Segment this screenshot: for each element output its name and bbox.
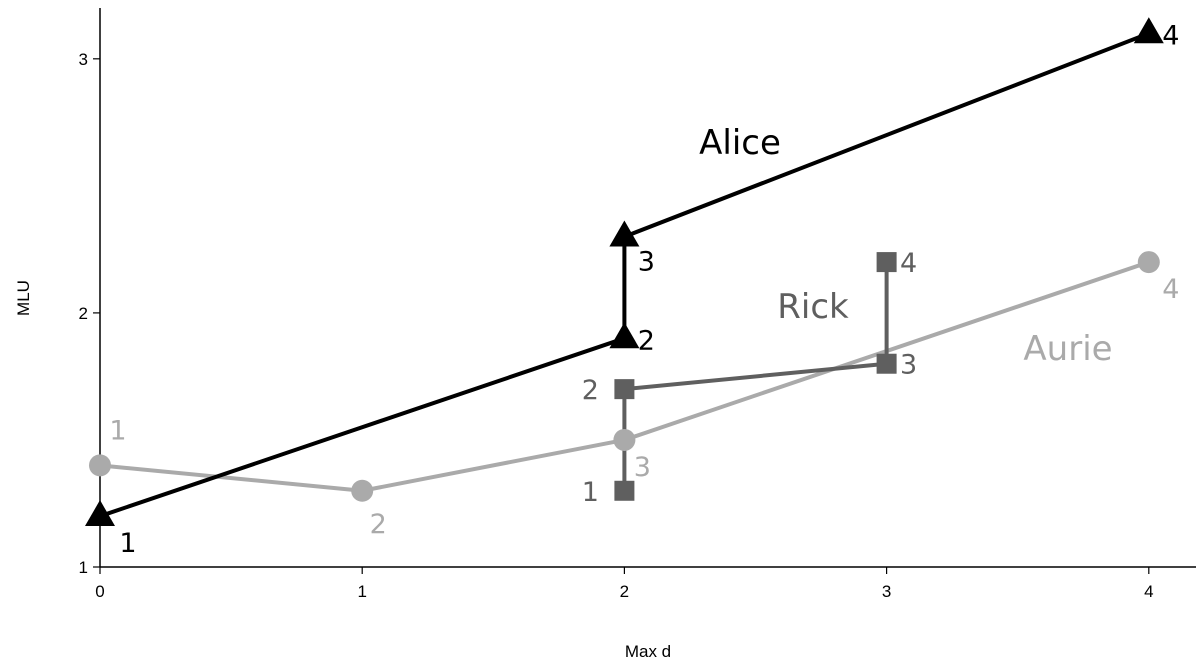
series-names: Aurie Rick Alice bbox=[699, 123, 1112, 369]
y-axis-title: MLU bbox=[14, 280, 33, 316]
marker-alice-3 bbox=[609, 220, 640, 247]
series-name-alice: Alice bbox=[699, 123, 781, 163]
x-tick-label: 0 bbox=[95, 582, 104, 601]
y-tick-label: 3 bbox=[79, 50, 88, 69]
x-axis-title: Max d bbox=[625, 642, 671, 661]
series-line-alice bbox=[98, 31, 1151, 519]
marker-alice-4 bbox=[1133, 17, 1164, 44]
y-ticks: 1 2 3 bbox=[79, 50, 100, 577]
point-label-alice-4: 4 bbox=[1162, 20, 1179, 51]
marker-aurie-2 bbox=[351, 479, 374, 502]
series-markers bbox=[85, 17, 1164, 527]
x-ticks: 0 1 2 3 4 bbox=[95, 567, 1154, 601]
point-label-rick-2: 2 bbox=[582, 375, 599, 406]
point-labels: 1 2 3 4 1 2 3 4 1 2 3 4 bbox=[109, 20, 1179, 559]
x-tick-label: 3 bbox=[882, 582, 891, 601]
point-label-rick-1: 1 bbox=[582, 477, 599, 508]
series-name-rick: Rick bbox=[777, 287, 849, 327]
marker-rick-3 bbox=[876, 353, 897, 374]
x-tick-label: 1 bbox=[357, 582, 366, 601]
x-tick-label: 4 bbox=[1144, 582, 1153, 601]
marker-rick-2 bbox=[614, 379, 635, 400]
y-tick-label: 1 bbox=[79, 558, 88, 577]
series-name-aurie: Aurie bbox=[1023, 329, 1112, 369]
point-label-rick-3: 3 bbox=[900, 350, 917, 381]
point-label-aurie-1: 1 bbox=[109, 415, 126, 446]
point-label-alice-1: 1 bbox=[119, 528, 136, 559]
marker-aurie-4 bbox=[1137, 251, 1160, 274]
marker-rick-1 bbox=[614, 480, 635, 501]
point-label-aurie-3: 3 bbox=[634, 452, 651, 483]
point-label-aurie-4: 4 bbox=[1162, 274, 1179, 305]
marker-aurie-1 bbox=[89, 454, 111, 477]
marker-alice-1 bbox=[85, 500, 115, 527]
point-label-alice-3: 3 bbox=[638, 247, 655, 278]
marker-aurie-3 bbox=[613, 428, 636, 451]
marker-rick-4 bbox=[876, 252, 897, 273]
marker-alice-2 bbox=[609, 322, 640, 349]
y-tick-label: 2 bbox=[79, 304, 88, 323]
point-label-rick-4: 4 bbox=[900, 248, 917, 279]
x-tick-label: 2 bbox=[620, 582, 629, 601]
point-label-aurie-2: 2 bbox=[370, 509, 387, 540]
point-label-alice-2: 2 bbox=[638, 325, 655, 356]
